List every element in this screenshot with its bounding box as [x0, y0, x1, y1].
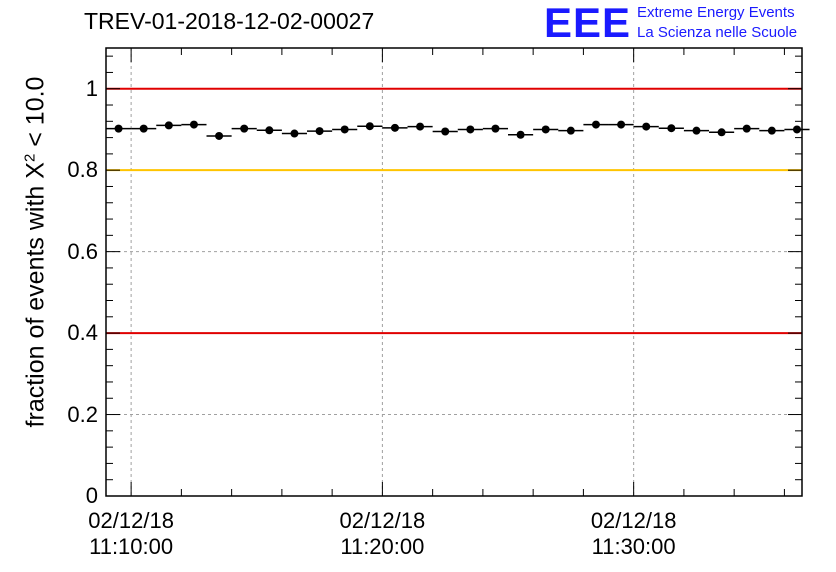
grid-lines: [106, 48, 802, 496]
data-point: [767, 126, 776, 135]
y-tick-label: 1: [85, 75, 98, 101]
data-point: [139, 124, 148, 133]
data-point: [717, 128, 726, 137]
data-point: [441, 127, 450, 136]
data-point: [742, 124, 751, 133]
x-tick-date: 02/12/18: [339, 508, 426, 533]
x-tick-label: 02/12/18 11:30:00: [554, 508, 714, 560]
reference-lines: [106, 87, 802, 335]
data-point: [792, 125, 801, 134]
y-axis-label-prefix: fraction of events with X: [21, 162, 50, 428]
data-point: [240, 124, 249, 133]
y-tick-label: 0.4: [67, 320, 98, 346]
x-tick-time: 11:30:00: [591, 534, 676, 559]
data-point: [215, 131, 224, 140]
data-point: [340, 125, 349, 134]
x-tick-time: 11:10:00: [89, 534, 174, 559]
plot-frame: [105, 47, 803, 497]
eee-logo: EEE: [544, 0, 632, 46]
plot-border: [105, 47, 803, 497]
chart-title: TREV-01-2018-12-02-00027: [84, 8, 375, 34]
data-point: [365, 122, 374, 131]
data-point: [516, 130, 525, 139]
y-tick-label: 0.8: [67, 157, 98, 183]
data-points: [106, 120, 810, 140]
data-point: [566, 126, 575, 135]
y-tick-label: 0.2: [67, 401, 98, 427]
x-tick-date: 02/12/18: [88, 508, 174, 533]
data-point: [416, 122, 425, 131]
y-tick-label: 0.6: [67, 238, 98, 264]
data-point: [617, 120, 626, 129]
data-point: [541, 125, 550, 134]
data-point: [491, 124, 500, 133]
data-point: [265, 126, 274, 135]
data-point: [315, 127, 324, 136]
data-point: [114, 124, 123, 133]
data-point: [164, 121, 173, 130]
x-tick-date: 02/12/18: [590, 508, 677, 533]
data-point: [390, 123, 399, 132]
data-point: [667, 124, 676, 133]
data-point: [290, 129, 299, 138]
y-tick-label: 0: [85, 483, 98, 508]
logo-line-1: Extreme Energy Events: [637, 4, 795, 21]
axis-ticks: [106, 48, 802, 497]
data-point: [189, 120, 198, 129]
x-tick-time: 11:20:00: [340, 534, 425, 559]
data-point: [692, 126, 701, 135]
x-tick-label: 02/12/18 11:10:00: [51, 508, 211, 560]
logo-line-2: La Scienza nelle Scuole: [637, 24, 798, 41]
y-axis-label-sup: 2: [21, 153, 39, 163]
data-point: [642, 122, 651, 131]
data-point: [466, 125, 475, 134]
x-tick-label: 02/12/18 11:20:00: [302, 508, 462, 560]
data-point: [591, 120, 600, 129]
